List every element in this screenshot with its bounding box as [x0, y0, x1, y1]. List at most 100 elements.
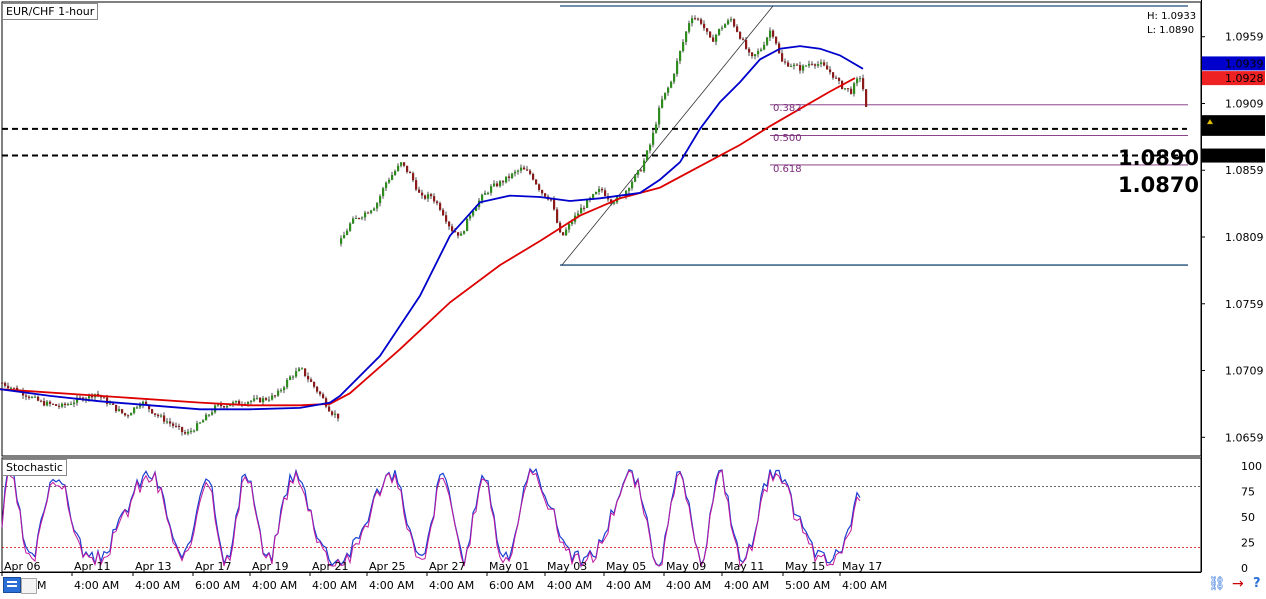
hl-low: L: 1.0890 [1147, 25, 1195, 36]
time-label: 4:00 AM [135, 579, 180, 592]
period-tab[interactable]: M [37, 579, 47, 592]
candle [823, 59, 826, 67]
candle [391, 171, 394, 181]
candle [190, 427, 193, 435]
candle [463, 230, 466, 235]
candle [601, 186, 604, 193]
candle [628, 187, 631, 195]
candle [421, 189, 424, 199]
main-panel-frame [1, 1, 1202, 457]
time-label: 6:00 AM [489, 579, 534, 592]
candle [43, 397, 46, 407]
candle [538, 183, 541, 192]
candle [415, 177, 418, 192]
candle [706, 28, 709, 35]
candle [586, 198, 589, 209]
link-icon[interactable]: ⛓ [1208, 576, 1226, 592]
candle [541, 189, 544, 196]
candle [166, 418, 169, 425]
candle [328, 404, 331, 412]
candle [163, 412, 166, 425]
candle [856, 76, 859, 87]
candle [505, 176, 508, 184]
price-tick-label: 1.0859 [1225, 164, 1264, 177]
candle [133, 407, 136, 415]
candle [289, 375, 292, 381]
candle [349, 222, 352, 232]
candle [358, 217, 361, 220]
candle [508, 173, 511, 182]
candle [376, 202, 379, 212]
candle [373, 207, 376, 211]
candle [283, 385, 286, 394]
stoch-tick-label: 100 [1241, 460, 1262, 473]
candle [544, 193, 547, 198]
candle [592, 193, 595, 199]
candle [718, 28, 721, 37]
time-label: 4:00 AM [252, 579, 297, 592]
candle [676, 58, 679, 77]
candle [826, 61, 829, 70]
candle [679, 50, 682, 65]
candle [169, 417, 172, 427]
candle [796, 63, 799, 66]
time-label: 4:00 AM [369, 579, 414, 592]
menu-icon[interactable] [3, 577, 21, 593]
candle [832, 72, 835, 80]
sma-slow-line [0, 77, 856, 407]
candle [742, 37, 745, 41]
candle [844, 88, 847, 91]
help-icon[interactable]: ? [1253, 576, 1261, 591]
candle [346, 228, 349, 236]
candle [775, 36, 778, 46]
candle [802, 64, 805, 74]
candle [322, 392, 325, 399]
candle [211, 409, 214, 416]
candle [154, 413, 157, 417]
candle [487, 191, 490, 195]
candle [331, 410, 334, 417]
stoch-k-line [1, 467, 861, 569]
candle [265, 396, 268, 401]
candle [793, 62, 796, 70]
candle [178, 423, 181, 430]
stoch-tick-label: 25 [1241, 537, 1255, 550]
candle [658, 105, 661, 128]
candle [493, 180, 496, 188]
candle [385, 181, 388, 191]
candle [235, 400, 238, 404]
fib-anchor-line [561, 5, 774, 266]
candle [520, 164, 523, 174]
candle [529, 168, 532, 176]
candle [664, 92, 667, 101]
candle [124, 412, 127, 417]
candle [28, 395, 31, 400]
candle [748, 47, 751, 57]
candle [310, 377, 313, 383]
time-date-label: Apr 19 [252, 560, 289, 573]
scroll-left-icon[interactable] [21, 578, 37, 594]
candle [307, 372, 310, 383]
candle [58, 403, 61, 410]
candle [367, 211, 370, 214]
candle [37, 395, 40, 402]
time-label: 4:00 AM [429, 579, 474, 592]
candle [394, 169, 397, 176]
candle [502, 180, 505, 186]
candle [850, 86, 853, 95]
time-date-label: May 09 [666, 560, 706, 573]
candle [709, 31, 712, 38]
candle [652, 129, 655, 148]
candle [490, 184, 493, 196]
fib-label-618: 0.618 [773, 164, 802, 175]
candle [814, 63, 817, 69]
candle [304, 368, 307, 378]
candle [436, 200, 439, 206]
shift-end-icon[interactable]: → [1232, 576, 1244, 592]
candle [25, 393, 28, 401]
candle [52, 403, 55, 405]
candle [646, 149, 649, 162]
candle [682, 39, 685, 53]
fib-label-500: 0.500 [773, 133, 802, 144]
